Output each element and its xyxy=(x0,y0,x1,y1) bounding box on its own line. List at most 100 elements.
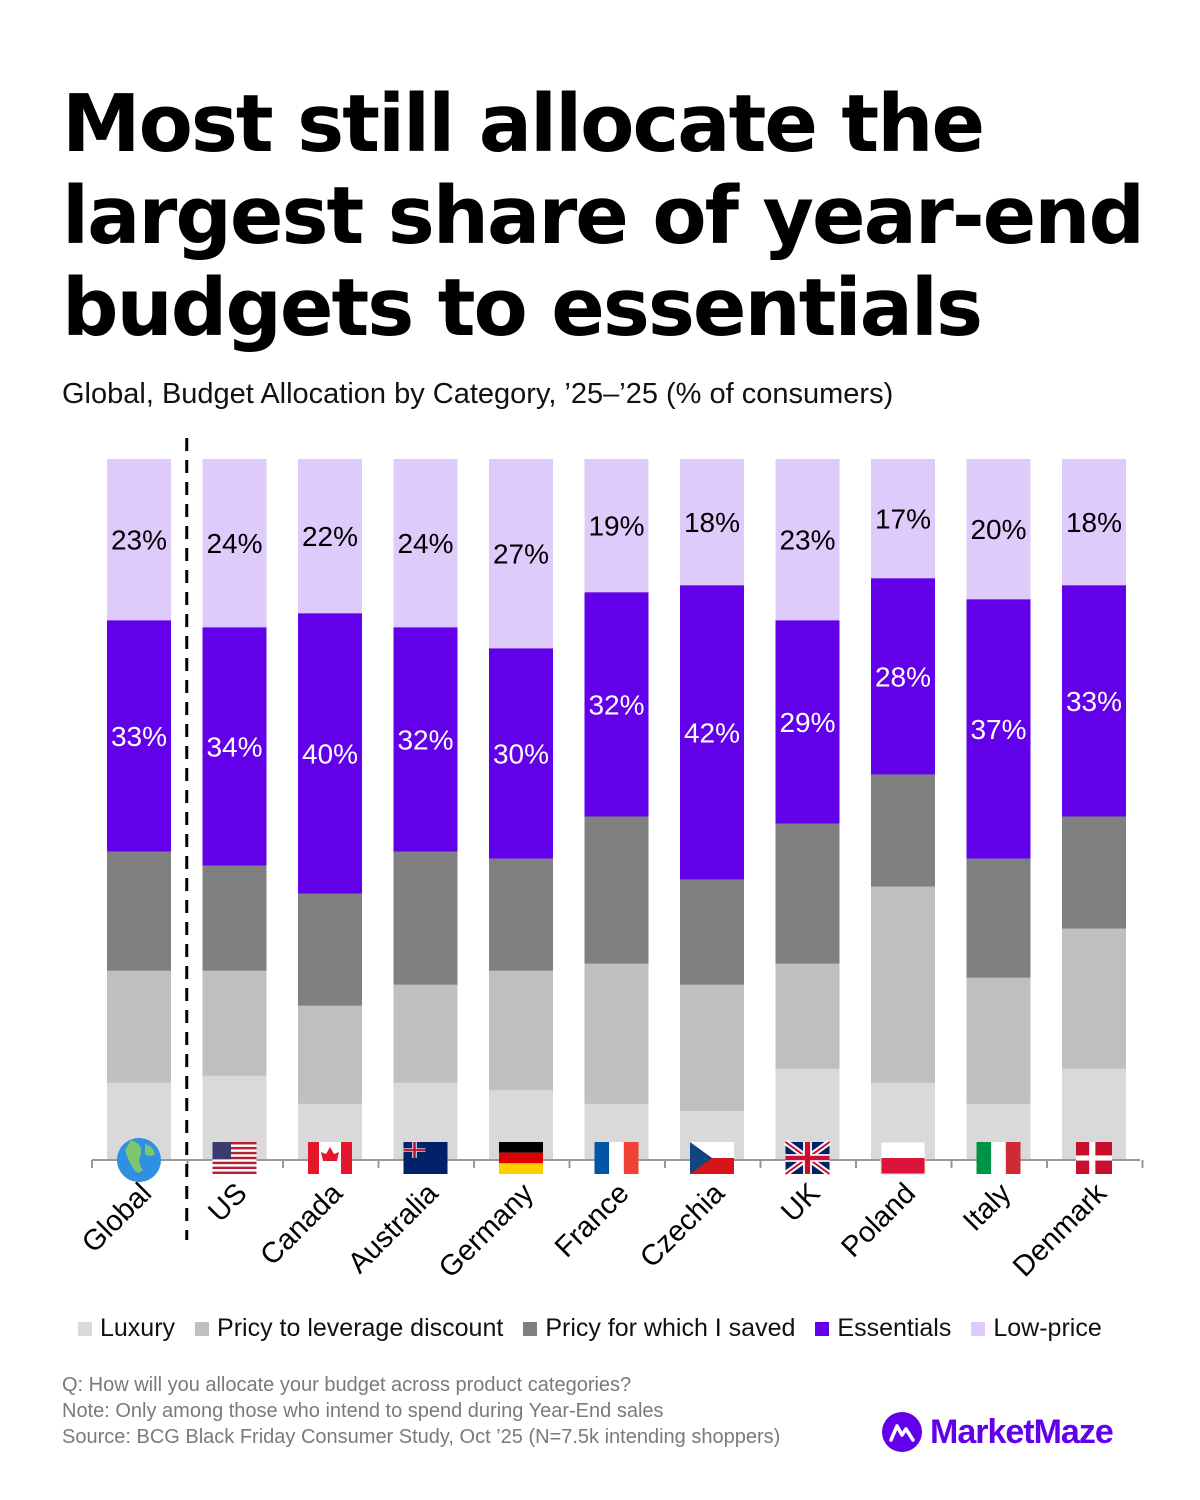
bar-segment-australia-low-price xyxy=(393,459,458,628)
bar-segment-canada-low-price xyxy=(298,459,362,614)
bar-segment-germany-pricy-to-leverage-discount xyxy=(489,970,553,1090)
data-label-poland-essentials: 28% xyxy=(875,661,931,692)
bar-segment-italy-low-price xyxy=(966,459,1031,600)
bar-segment-uk-pricy-to-leverage-discount xyxy=(775,963,840,1069)
legend-swatch-essentials xyxy=(815,1321,830,1336)
data-label-czechia-essentials: 42% xyxy=(684,717,740,748)
x-tick-label-australia: Australia xyxy=(342,1177,445,1280)
bar-segment-global-pricy-to-leverage-discount xyxy=(107,970,171,1083)
data-label-italy-low-price: 20% xyxy=(970,514,1026,545)
bar-segment-australia-pricy-for-which-i-saved xyxy=(393,851,458,985)
data-label-france-low-price: 19% xyxy=(588,511,644,542)
footnote-question: Q: How will you allocate your budget acr… xyxy=(62,1374,632,1396)
data-label-poland-low-price: 17% xyxy=(875,504,931,535)
flag-canada-icon xyxy=(308,1142,352,1174)
bar-segment-uk-essentials xyxy=(775,620,840,824)
chart-subtitle: Global, Budget Allocation by Category, ’… xyxy=(62,378,894,410)
flag-denmark-icon xyxy=(1076,1142,1112,1174)
legend-label-pricy-discount: Pricy to leverage discount xyxy=(217,1314,504,1342)
bar-segment-denmark-pricy-for-which-i-saved xyxy=(1062,816,1126,929)
bar-segment-uk-low-price xyxy=(775,459,840,621)
legend-item-luxury: Luxury xyxy=(78,1314,175,1343)
x-tick-label-poland: Poland xyxy=(835,1177,921,1263)
bar-segment-australia-essentials xyxy=(393,627,458,852)
legend-swatch-pricy-discount xyxy=(195,1321,210,1336)
data-label-australia-low-price: 24% xyxy=(397,528,453,559)
bar-segment-italy-pricy-to-leverage-discount xyxy=(966,977,1031,1104)
x-tick-label-uk: UK xyxy=(775,1177,827,1229)
legend-label-essentials: Essentials xyxy=(837,1314,952,1342)
bar-segment-poland-pricy-for-which-i-saved xyxy=(871,774,935,887)
bar-segment-poland-essentials xyxy=(871,578,935,775)
x-tick-label-france: France xyxy=(549,1177,635,1263)
data-label-canada-low-price: 22% xyxy=(302,521,358,552)
bar-segment-germany-pricy-for-which-i-saved xyxy=(489,858,553,971)
flag-italy-icon xyxy=(976,1142,1021,1174)
legend-item-essentials: Essentials xyxy=(815,1314,951,1343)
bar-segment-czechia-pricy-to-leverage-discount xyxy=(680,984,744,1111)
x-tick-label-czechia: Czechia xyxy=(634,1177,731,1274)
stacked-bar-chart: 33% 23% 34% 24% 40% 22% 32% 24% 30% 27% 32% 19% 42% 1… xyxy=(76,438,1144,1284)
data-label-uk-low-price: 23% xyxy=(779,525,835,556)
bar-segment-czechia-pricy-for-which-i-saved xyxy=(680,879,744,985)
bar-segment-czechia-essentials xyxy=(680,585,744,880)
flag-france-icon xyxy=(594,1142,639,1174)
bar-segment-france-essentials xyxy=(584,592,649,817)
data-label-global-low-price: 23% xyxy=(111,525,167,556)
data-label-france-essentials: 32% xyxy=(588,689,644,720)
bar-segment-germany-essentials xyxy=(489,648,553,859)
bar-segment-canada-pricy-for-which-i-saved xyxy=(298,893,362,1006)
legend-item-pricy-saved: Pricy for which I saved xyxy=(523,1314,795,1343)
data-label-us-essentials: 34% xyxy=(206,731,262,762)
legend: Luxury Pricy to leverage discount Pricy … xyxy=(78,1314,1122,1343)
brand-name: MarketMaze xyxy=(930,1412,1114,1451)
bar-segment-us-pricy-for-which-i-saved xyxy=(202,865,267,971)
x-tick-label-canada: Canada xyxy=(254,1177,349,1272)
flag-poland-icon xyxy=(880,1141,926,1175)
legend-swatch-luxury xyxy=(78,1321,92,1336)
data-label-australia-essentials: 32% xyxy=(397,724,453,755)
bar-segment-germany-low-price xyxy=(489,459,553,649)
bar-segment-uk-pricy-for-which-i-saved xyxy=(775,823,840,964)
globe-icon xyxy=(117,1138,161,1182)
legend-item-low-price: Low-price xyxy=(971,1314,1102,1343)
bar-segment-canada-essentials xyxy=(298,613,362,894)
data-label-italy-essentials: 37% xyxy=(970,714,1026,745)
data-label-us-low-price: 24% xyxy=(206,528,262,559)
flag-czechia-icon xyxy=(690,1142,734,1174)
x-tick-label-germany: Germany xyxy=(433,1177,540,1284)
bar-segment-italy-essentials xyxy=(966,599,1031,859)
bar-segment-canada-pricy-to-leverage-discount xyxy=(298,1005,362,1104)
bar-segment-us-low-price xyxy=(202,459,267,628)
bar-segment-us-pricy-to-leverage-discount xyxy=(202,970,267,1076)
legend-label-pricy-saved: Pricy for which I saved xyxy=(545,1314,796,1342)
legend-label-luxury: Luxury xyxy=(100,1314,176,1342)
footnote-source: Source: BCG Black Friday Consumer Study,… xyxy=(62,1426,781,1448)
bar-segment-france-low-price xyxy=(584,459,649,593)
brand-logo: MarketMaze xyxy=(882,1412,1114,1452)
bar-segment-poland-low-price xyxy=(871,459,935,579)
bar-segment-czechia-low-price xyxy=(680,459,744,586)
bar-segment-global-essentials xyxy=(107,620,171,852)
data-label-denmark-essentials: 33% xyxy=(1066,686,1122,717)
data-label-czechia-low-price: 18% xyxy=(684,507,740,538)
flag-germany-icon xyxy=(499,1142,543,1174)
flag-uk-icon xyxy=(783,1139,832,1177)
bar-segment-denmark-low-price xyxy=(1062,459,1126,586)
data-label-canada-essentials: 40% xyxy=(302,738,358,769)
x-tick-label-global: Global xyxy=(76,1177,158,1259)
legend-swatch-low-price xyxy=(971,1321,986,1336)
bar-segment-global-pricy-for-which-i-saved xyxy=(107,851,171,971)
bar-segment-italy-pricy-for-which-i-saved xyxy=(966,858,1031,978)
data-label-denmark-low-price: 18% xyxy=(1066,507,1122,538)
legend-item-pricy-discount: Pricy to leverage discount xyxy=(195,1314,503,1343)
footnotes: Q: How will you allocate your budget acr… xyxy=(62,1372,780,1450)
bar-segment-france-pricy-to-leverage-discount xyxy=(584,963,649,1104)
chart-title: Most still allocate the largest share of… xyxy=(62,78,1145,354)
x-tick-label-denmark: Denmark xyxy=(1007,1177,1113,1283)
data-label-germany-low-price: 27% xyxy=(493,539,549,570)
data-label-global-essentials: 33% xyxy=(111,721,167,752)
bar-segment-us-essentials xyxy=(202,627,267,866)
bar-segment-australia-pricy-to-leverage-discount xyxy=(393,984,458,1083)
legend-swatch-pricy-saved xyxy=(523,1321,538,1336)
